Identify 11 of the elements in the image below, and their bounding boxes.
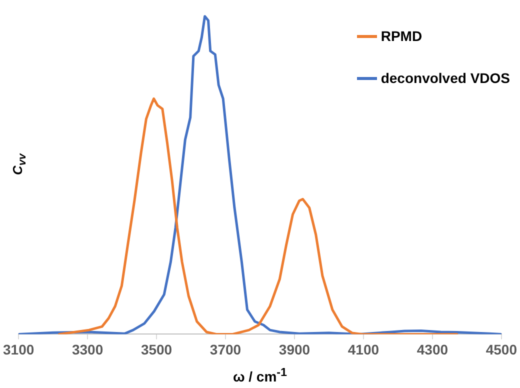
x-tick-label: 4500 (486, 341, 518, 358)
x-tick-label: 3300 (72, 341, 104, 358)
x-tick-label: 3100 (2, 341, 34, 358)
x-tick-label: 4300 (416, 341, 448, 358)
x-tick-label: 4100 (348, 341, 380, 358)
legend-label: RPMD (380, 28, 422, 44)
legend-label: deconvolved VDOS (380, 70, 510, 86)
x-tick-label: 3700 (210, 341, 242, 358)
x-axis-title: ω / cm$^{-1}$ (232, 366, 288, 385)
x-tick-label: 3900 (278, 341, 310, 358)
x-tick-label: 3500 (140, 341, 172, 358)
